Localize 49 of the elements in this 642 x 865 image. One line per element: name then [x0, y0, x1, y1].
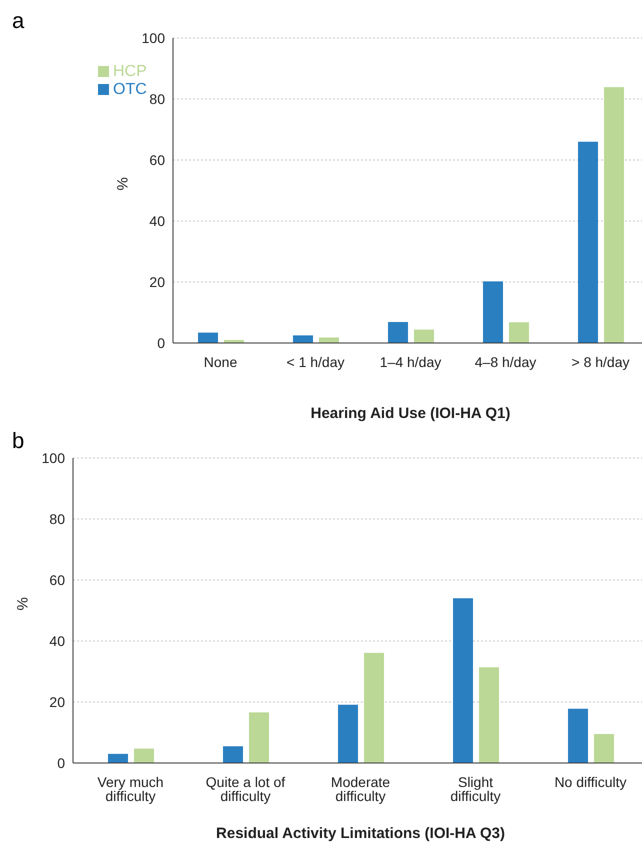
chart-title: b [12, 428, 24, 454]
bar [134, 748, 154, 763]
y-tick-label: 20 [149, 274, 166, 290]
y-tick-label: 20 [49, 694, 66, 710]
bar [479, 667, 499, 763]
bar [364, 652, 384, 763]
x-tick-label: Moderate difficulty [330, 774, 390, 804]
y-tick-label: 60 [49, 572, 66, 588]
y-tick-label: 0 [57, 754, 66, 771]
y-tick-label: 100 [142, 30, 166, 46]
x-tick-label: Slight difficulty [450, 774, 501, 804]
bar [578, 142, 598, 343]
x-tick-label: > 8 h/day [572, 354, 630, 370]
x-tick-label: No difficulty [554, 774, 627, 790]
bar [568, 708, 588, 763]
y-tick-label: 60 [149, 152, 166, 168]
bar [108, 754, 128, 763]
bar [414, 330, 434, 343]
bar [319, 338, 339, 343]
x-axis-title: Hearing Aid Use (IOI-HA Q1) [310, 405, 510, 422]
y-tick-label: 80 [49, 510, 66, 527]
x-tick-label: 4–8 h/day [474, 354, 536, 370]
bar [453, 598, 473, 763]
bar [293, 335, 313, 343]
y-axis-title: % [114, 177, 132, 190]
y-tick-label: 100 [42, 450, 66, 466]
chart-title: a [12, 8, 24, 34]
legend-label: HCP [113, 63, 147, 80]
bar [338, 704, 358, 763]
x-tick-label: Very much difficulty [97, 774, 164, 804]
bar [223, 746, 243, 763]
y-axis-title: % [14, 597, 32, 610]
y-tick-label: 0 [157, 334, 166, 351]
y-tick-label: 40 [49, 632, 66, 649]
bar [509, 322, 529, 343]
x-axis-title: Residual Activity Limitations (IOI-HA Q3) [216, 825, 505, 842]
x-tick-label: < 1 h/day [286, 354, 344, 370]
x-tick-label: Quite a lot of difficulty [206, 774, 286, 804]
bar [249, 712, 269, 763]
bar [604, 87, 624, 343]
x-tick-label: None [204, 354, 238, 370]
bar [483, 281, 503, 343]
legend-label: OTC [113, 81, 147, 98]
y-tick-label: 80 [149, 90, 166, 107]
bar [594, 734, 614, 763]
bar [198, 332, 218, 343]
x-tick-label: 1–4 h/day [380, 354, 442, 370]
y-tick-label: 40 [149, 212, 166, 229]
bar [388, 322, 408, 343]
